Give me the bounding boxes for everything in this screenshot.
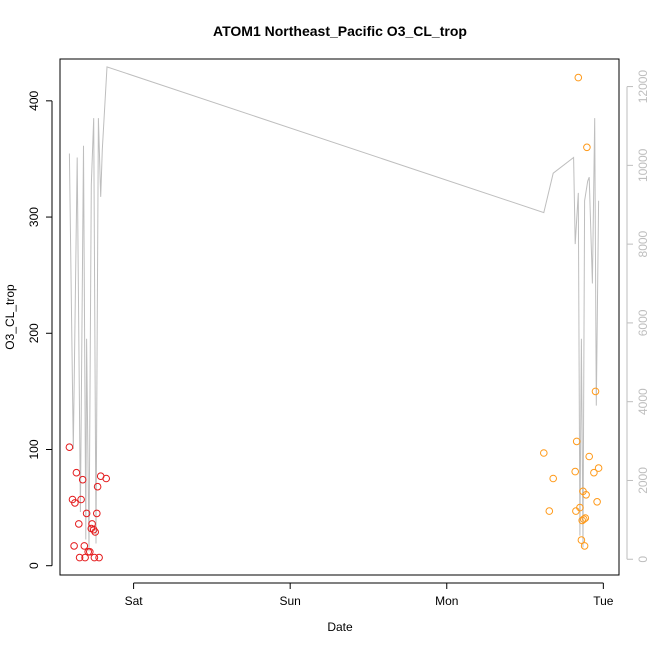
data-point-series-1 (102, 474, 110, 483)
x-axis-label: Date (327, 620, 353, 634)
data-point-series-1 (65, 443, 74, 452)
y-tick-label: 0 (27, 562, 41, 569)
data-point-series-1 (95, 553, 103, 562)
y2-tick-label: 10000 (636, 148, 650, 182)
y-tick-label: 100 (27, 439, 41, 459)
data-point-series-2 (590, 468, 598, 477)
data-point-series-1 (75, 553, 84, 562)
data-point-series-2 (582, 491, 590, 499)
data-point-series-2 (549, 474, 558, 483)
data-point-series-1 (90, 553, 99, 562)
data-point-series-2 (591, 387, 600, 396)
y2-tick-label: 4000 (636, 388, 650, 415)
data-point-series-2 (571, 467, 580, 476)
data-point-series-2 (593, 498, 601, 506)
data-point-series-2 (572, 507, 580, 515)
data-point-series-2 (576, 503, 584, 512)
data-point-series-1 (71, 499, 79, 507)
data-point-series-2 (540, 449, 548, 457)
y2-tick-label: 12000 (636, 70, 650, 104)
data-point-series-2 (574, 73, 583, 82)
x-tick-label: Tue (593, 594, 614, 608)
y2-tick-label: 6000 (636, 309, 650, 336)
x-axis: Sat Sun Mon Tue (125, 582, 614, 608)
line-series (68, 66, 600, 552)
data-point-series-1 (93, 482, 102, 491)
data-point-series-2 (580, 515, 588, 524)
data-point-series-2 (585, 452, 594, 461)
data-point-series-1 (86, 548, 94, 556)
data-point-series-1 (75, 520, 83, 528)
y2-tick-label: 2000 (636, 467, 650, 494)
data-point-series-2 (572, 437, 581, 446)
data-point-series-1 (80, 542, 89, 550)
chart-title: ATOM1 Northeast_Pacific O3_CL_trop (213, 23, 467, 39)
data-point-series-2 (545, 507, 554, 515)
x-tick-label: Sun (279, 594, 300, 608)
y-axis-label: O3_CL_trop (3, 284, 17, 350)
y-axis: 0 100 200 300 400 (27, 91, 53, 569)
plot-frame (59, 58, 620, 576)
data-point-series-2 (580, 542, 589, 550)
x-tick-label: Mon (435, 594, 458, 608)
y2-tick-label: 0 (636, 556, 650, 563)
x-tick-label: Sat (125, 594, 144, 608)
data-point-series-1 (77, 495, 85, 504)
y-tick-label: 400 (27, 91, 41, 111)
point-series (65, 73, 603, 562)
data-point-series-1 (93, 509, 101, 518)
y-tick-label: 200 (27, 323, 41, 343)
y2-axis: 0 2000 4000 6000 8000 10000 12000 (626, 70, 650, 563)
data-point-series-2 (581, 514, 590, 522)
data-point-series-1 (89, 525, 98, 534)
data-point-series-2 (583, 143, 591, 152)
data-point-series-2 (577, 536, 586, 544)
line-series-path (68, 66, 600, 552)
data-point-series-1 (91, 528, 99, 536)
data-point-series-1 (78, 475, 87, 484)
data-point-series-1 (81, 553, 89, 562)
data-point-series-2 (594, 464, 603, 472)
data-point-series-1 (72, 468, 81, 477)
y2-tick-label: 8000 (636, 230, 650, 257)
data-point-series-1 (82, 509, 91, 518)
y-tick-label: 300 (27, 207, 41, 227)
data-point-series-1 (70, 542, 78, 550)
